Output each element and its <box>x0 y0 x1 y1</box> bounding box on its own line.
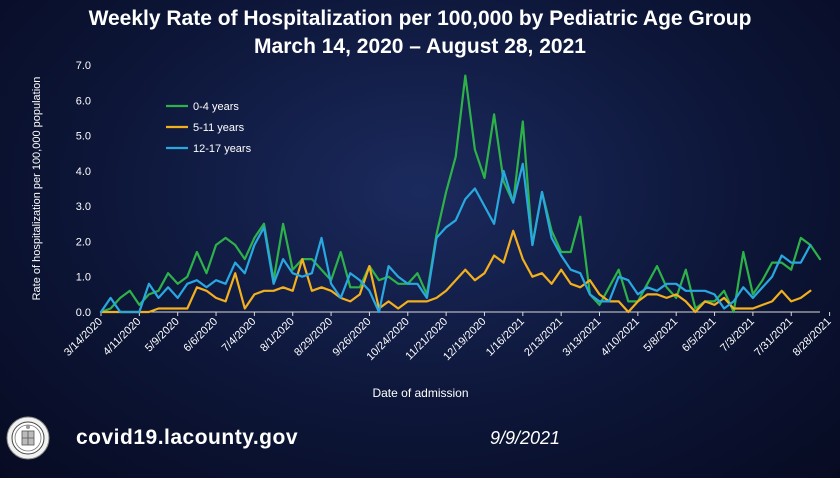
y-axis-title: Rate of hospitalization per 100,000 popu… <box>31 77 43 301</box>
y-tick-label: 4.0 <box>76 166 91 178</box>
y-tick-label: 1.0 <box>76 272 91 284</box>
x-tick-label: 7/4/2020 <box>220 316 259 355</box>
chart-legend: 0-4 years 5-11 years 12-17 years <box>166 101 252 155</box>
x-tick-label: 2/13/2021 <box>522 316 565 359</box>
chart-subtitle: March 14, 2020 – August 28, 2021 <box>254 35 586 58</box>
y-tick-label: 5.0 <box>76 131 91 143</box>
x-tick-label: 1/16/2021 <box>484 316 527 359</box>
chart-title: Weekly Rate of Hospitalization per 100,0… <box>88 7 752 30</box>
legend-label: 12-17 years <box>193 143 252 155</box>
x-axis-title: Date of admission <box>372 386 468 400</box>
y-tick-label: 0.0 <box>76 307 91 319</box>
x-tick-label: 6/6/2020 <box>181 316 220 355</box>
x-tick-label: 3/13/2021 <box>561 316 604 359</box>
x-tick-label: 4/11/2020 <box>101 316 144 359</box>
x-tick-label: 8/1/2020 <box>258 316 297 355</box>
x-tick-label: 5/8/2021 <box>642 316 681 355</box>
chart-axes: 0.0 1.0 2.0 3.0 4.0 5.0 6.0 7.0 3/14/20204/11/20… <box>31 60 834 400</box>
legend-label: 0-4 years <box>193 101 239 113</box>
chart-series-group <box>99 74 822 314</box>
series-line-0-4-years <box>99 74 822 314</box>
x-tick-label: 8/28/2021 <box>791 316 834 359</box>
series-line-5-11-years <box>99 229 812 314</box>
footer-url-link[interactable]: covid19.lacounty.gov <box>76 426 298 449</box>
legend-label: 5-11 years <box>193 122 245 134</box>
y-tick-label: 3.0 <box>76 201 91 213</box>
x-tick-label: 7/31/2021 <box>752 316 795 359</box>
y-tick-label: 2.0 <box>76 236 91 248</box>
x-tick-label: 5/9/2020 <box>143 316 182 355</box>
x-tick-label: 6/5/2021 <box>680 316 719 355</box>
x-tick-label: 4/10/2021 <box>599 316 642 359</box>
x-tick-label: 7/3/2021 <box>718 316 757 355</box>
y-tick-label: 6.0 <box>76 95 91 107</box>
series-line-12-17-years <box>99 162 812 314</box>
county-seal-icon <box>6 416 50 460</box>
footer-date: 9/9/2021 <box>490 428 561 448</box>
x-tick-label: 3/14/2020 <box>62 316 105 359</box>
y-tick-label: 7.0 <box>76 60 91 72</box>
x-tick-label: 8/29/2020 <box>292 316 335 359</box>
